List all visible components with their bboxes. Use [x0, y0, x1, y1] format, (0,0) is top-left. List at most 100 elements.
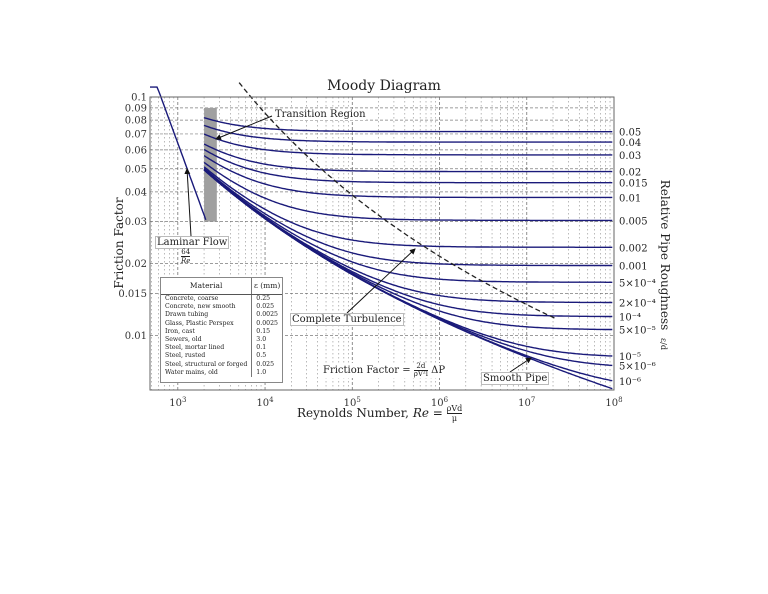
y2-axis-label: Relative Pipe Roughness: [658, 180, 672, 331]
ff-den: ρV²l: [413, 370, 428, 378]
material-name: Steel, mortar lined: [165, 344, 225, 352]
y-tick-label: 0.01: [125, 331, 147, 342]
friction-factor-formula: Friction Factor = 2d ρV²l ΔP: [322, 363, 447, 378]
y-tick-label: 0.08: [125, 116, 147, 127]
y-tick-label: 0.04: [125, 187, 147, 198]
material-eps: 3.0: [251, 336, 282, 345]
material-eps: 0.0025: [251, 319, 282, 328]
curve-line: [203, 143, 613, 173]
roughness-label: 0.03: [619, 151, 641, 162]
material-eps: 0.15: [251, 327, 282, 337]
material-name: Steel, rusted: [165, 352, 206, 360]
table-row: Steel, structural or forged 0.025: [161, 360, 282, 369]
roughness-label: 10⁻⁵: [619, 352, 641, 363]
curve-line: [203, 169, 613, 390]
curve-line: [203, 168, 613, 283]
curve-line: [203, 117, 613, 133]
roughness-curves: [150, 79, 613, 390]
roughness-label: 5×10⁻⁵: [619, 326, 656, 337]
table-row: Glass, Plastic Perspex 0.0025: [161, 319, 282, 328]
complete-turbulence-line: [236, 79, 555, 319]
material-eps: 0.1: [251, 344, 282, 353]
material-eps: 0.025: [251, 360, 282, 369]
y-axis-label: Friction Factor: [112, 197, 126, 288]
curve-line: [203, 161, 613, 222]
x-axis-label: Reynolds Number, Re = ρVd μ: [297, 404, 463, 423]
transition-region-band: [204, 107, 217, 222]
ff-num: 2d: [413, 363, 428, 371]
roughness-label: 0.04: [619, 138, 641, 149]
x-tick-label: 108: [605, 396, 622, 409]
roughness-label: 5×10⁻⁴: [619, 278, 656, 289]
roughness-label: 0.005: [619, 216, 648, 227]
material-name: Water mains, old: [165, 368, 218, 376]
y-tick-label: 0.02: [125, 259, 147, 270]
plot-frame: [149, 96, 615, 391]
roughness-label: 0.02: [619, 168, 641, 179]
laminar-formula-num: 64: [181, 248, 191, 257]
laminar-formula-den: Re: [181, 257, 191, 265]
y-tick-label: 0.07: [125, 129, 147, 140]
material-eps: 0.25: [251, 294, 282, 304]
x-tick-label: 103: [169, 396, 186, 409]
curve-line: [203, 133, 613, 156]
complete-turbulence-label: Complete Turbulence: [290, 313, 404, 326]
materials-table: Material ε (mm) Concrete, coarse 0.25 Conc…: [160, 277, 283, 383]
transition-region-label: Transition Region: [275, 109, 366, 120]
y-tick-label: 0.1: [131, 93, 147, 104]
y-tick-label: 0.05: [125, 164, 147, 175]
curve-line: [203, 166, 613, 249]
x-axis-fraction-num: ρVd: [446, 404, 463, 414]
curve-line: [203, 155, 613, 199]
laminar-flow-label: Laminar Flow: [155, 236, 230, 249]
x-axis-label-re: Re: [412, 406, 429, 420]
y2-axis-fraction: ε/d: [659, 338, 668, 350]
material-name: Steel, structural or forged: [165, 360, 248, 368]
material-name: Sewers, old: [165, 336, 202, 344]
material-eps: 0.025: [251, 303, 282, 312]
roughness-label: 0.01: [619, 193, 641, 204]
roughness-label: 10⁻⁴: [619, 313, 641, 324]
materials-table-body: Concrete, coarse 0.25 Concrete, new smooth…: [161, 294, 282, 378]
curve-line: [150, 86, 207, 221]
grid-lines: [150, 96, 615, 390]
chart-title: Moody Diagram: [327, 78, 441, 94]
material-name: Glass, Plastic Perspex: [165, 319, 234, 327]
ff-fraction: 2d ρV²l: [413, 363, 428, 378]
y-tick-label: 0.06: [125, 145, 147, 156]
materials-table-header: Material ε (mm): [161, 278, 282, 295]
material-eps: 0.0025: [251, 311, 282, 320]
smooth-pipe-arrow-icon: [509, 357, 532, 373]
y-tick-label: 0.015: [118, 289, 147, 300]
material-name: Concrete, new smooth: [165, 303, 236, 311]
axis-ticks: 0.10.090.080.070.060.050.040.030.020.015…: [118, 93, 655, 410]
roughness-label: 5×10⁻⁶: [619, 362, 656, 373]
y-tick-label: 0.03: [125, 217, 147, 228]
curve-line: [203, 148, 613, 184]
table-row: Sewers, old 3.0: [161, 336, 282, 345]
x-tick-label: 107: [518, 396, 535, 409]
x-axis-fraction: ρVd μ: [446, 404, 463, 423]
curve-line: [203, 167, 613, 267]
table-row: Water mains, old 1.0: [161, 368, 282, 378]
roughness-label: 0.05: [619, 128, 641, 139]
roughness-label: 0.015: [619, 179, 648, 190]
table-row: Concrete, new smooth 0.025: [161, 303, 282, 312]
laminar-arrow-icon: [184, 168, 192, 237]
header-material: Material: [161, 278, 252, 295]
material-eps: 1.0: [251, 368, 282, 378]
ff-text: Friction Factor =: [323, 365, 414, 376]
material-name: Drawn tubing: [165, 311, 209, 319]
annotation-arrows: [184, 115, 532, 373]
curve-line: [203, 124, 613, 143]
table-row: Steel, rusted 0.5: [161, 352, 282, 361]
x-axis-fraction-den: μ: [451, 414, 458, 423]
roughness-label: 0.002: [619, 243, 648, 254]
x-tick-label: 104: [256, 396, 274, 409]
materials-table-grid: Material ε (mm) Concrete, coarse 0.25 Conc…: [161, 278, 282, 378]
table-row: Concrete, coarse 0.25: [161, 294, 282, 304]
x-axis-label-text: Reynolds Number,: [297, 406, 413, 420]
ff-tail: ΔP: [431, 365, 446, 376]
transition-arrow-icon: [215, 115, 273, 140]
